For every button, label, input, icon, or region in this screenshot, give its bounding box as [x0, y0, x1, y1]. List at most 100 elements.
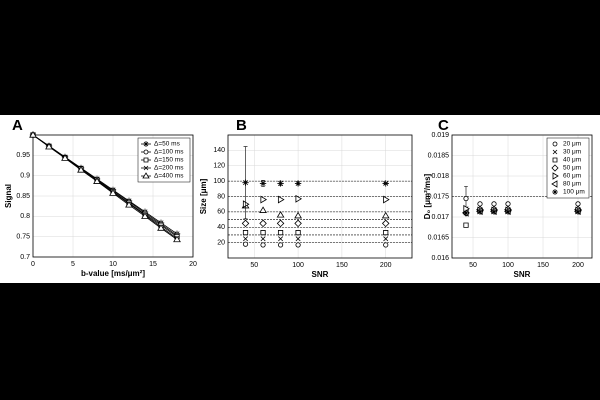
legend-marker	[143, 165, 149, 171]
marker	[295, 236, 301, 242]
y-tick-label: 0.95	[16, 152, 30, 159]
x-tick-label: 150	[336, 262, 348, 269]
y-tick-label: 100	[213, 178, 225, 185]
panel-label: C	[438, 117, 449, 134]
marker	[141, 212, 149, 219]
x-tick-label: 200	[572, 262, 584, 269]
marker	[382, 180, 389, 187]
marker	[157, 224, 165, 231]
legend-label: Δ=400 ms	[154, 173, 184, 180]
y-tick-label: 120	[213, 163, 225, 170]
y-tick-label: 60	[217, 209, 225, 216]
marker	[93, 177, 101, 184]
legend-marker	[143, 149, 149, 155]
y-tick-label: 0.0185	[428, 152, 450, 159]
y-tick-label: 80	[217, 193, 225, 200]
marker	[260, 195, 268, 204]
plot-frame	[227, 134, 413, 259]
x-axis-label: SNR	[312, 270, 329, 279]
x-tick-label: 150	[537, 262, 549, 269]
marker	[45, 142, 53, 150]
legend-marker	[552, 189, 558, 195]
y-axis-label: D₀ [μm²/ms]	[423, 173, 432, 219]
legend-marker	[551, 164, 559, 172]
panel-label: B	[236, 117, 247, 134]
x-tick-label: 0	[31, 261, 35, 268]
x-tick-label: 50	[250, 262, 258, 269]
marker	[295, 194, 303, 203]
marker	[294, 219, 302, 228]
y-tick-label: 0.019	[431, 132, 449, 139]
legend-marker	[143, 157, 149, 163]
marker	[259, 219, 267, 228]
series-line	[32, 134, 178, 240]
x-tick-label: 20	[189, 261, 197, 268]
y-tick-label: 0.016	[431, 255, 449, 262]
x-axis-label: b-value [ms/μm²]	[81, 269, 145, 278]
legend-marker	[142, 172, 150, 179]
marker	[276, 210, 285, 218]
marker	[242, 179, 249, 186]
plot-frame	[451, 134, 593, 259]
marker	[476, 208, 484, 215]
marker	[383, 230, 389, 236]
plot-frame	[32, 134, 194, 258]
marker	[241, 219, 250, 228]
legend-label: 80 μm	[563, 181, 581, 188]
x-tick-label: 100	[292, 262, 304, 269]
legend-marker	[552, 141, 558, 147]
marker	[477, 201, 483, 207]
marker	[29, 131, 37, 138]
x-tick-label: 5	[71, 261, 75, 268]
marker	[61, 154, 69, 161]
y-tick-label: 0.85	[16, 193, 30, 200]
legend-label: Δ=200 ms	[154, 165, 184, 172]
y-tick-label: 0.018	[431, 173, 449, 180]
marker	[125, 200, 133, 208]
marker	[294, 180, 302, 187]
marker	[381, 211, 390, 219]
y-tick-label: 0.75	[16, 234, 30, 241]
y-tick-label: 0.0165	[428, 234, 450, 241]
y-tick-label: 0.0175	[428, 193, 450, 200]
marker	[383, 236, 389, 242]
marker	[463, 222, 469, 228]
y-tick-label: 0.9	[20, 173, 30, 180]
marker	[574, 208, 582, 215]
marker	[277, 230, 284, 236]
marker	[575, 201, 581, 207]
marker	[277, 195, 285, 204]
marker	[505, 201, 511, 207]
marker	[463, 195, 469, 202]
legend-marker	[552, 172, 559, 180]
legend-label: 40 μm	[563, 157, 581, 164]
y-tick-label: 0.8	[20, 213, 30, 220]
x-tick-label: 10	[109, 261, 117, 268]
legend-label: Δ=100 ms	[154, 149, 184, 156]
y-axis-label: Signal	[4, 184, 13, 208]
marker	[277, 242, 284, 248]
marker	[259, 206, 267, 213]
x-tick-label: 100	[502, 262, 514, 269]
y-tick-label: 0.017	[431, 214, 449, 221]
marker	[260, 230, 266, 236]
marker	[259, 180, 267, 187]
y-tick-label: 0.7	[20, 254, 30, 261]
x-tick-label: 200	[380, 262, 392, 269]
legend-marker	[143, 141, 149, 147]
panel-label: A	[12, 117, 23, 134]
legend-label: 60 μm	[563, 173, 581, 180]
marker	[490, 208, 498, 215]
marker	[77, 165, 85, 173]
marker	[381, 219, 390, 228]
x-axis-label: SNR	[514, 270, 531, 279]
legend-label: 50 μm	[563, 165, 581, 172]
legend-label: Δ=50 ms	[154, 141, 181, 148]
marker	[462, 209, 470, 217]
legend-label: 30 μm	[563, 149, 581, 156]
marker	[242, 241, 249, 247]
marker	[260, 236, 266, 242]
marker	[109, 189, 117, 196]
